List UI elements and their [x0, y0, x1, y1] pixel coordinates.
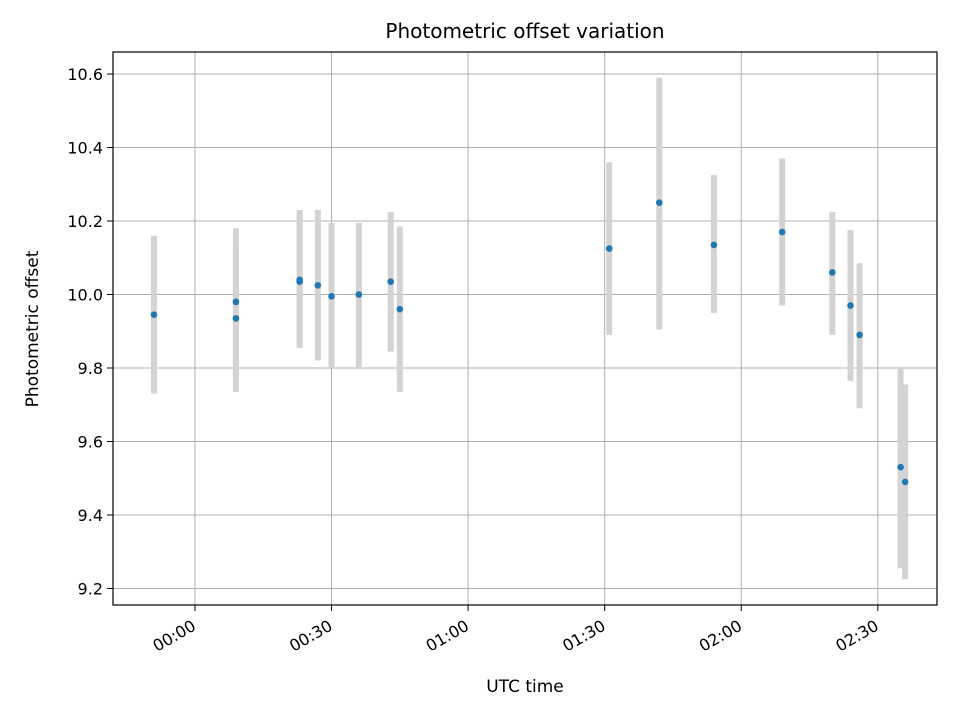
chart-title: Photometric offset variation [385, 19, 664, 43]
data-point [778, 228, 786, 236]
data-point [901, 478, 909, 486]
y-tick-label: 10.0 [67, 286, 103, 305]
data-points [150, 199, 909, 486]
data-point [847, 302, 854, 309]
y-tick-label: 10.6 [67, 65, 103, 84]
data-point [897, 463, 904, 471]
data-point [355, 291, 363, 298]
data-point [232, 315, 240, 322]
data-point [328, 293, 335, 300]
y-axis-ticks: 9.2 9.4 9.6 9.8 10.0 10.2 10.4 10.6 [67, 65, 113, 598]
y-tick-label: 9.6 [78, 432, 103, 451]
y-tick-label: 10.4 [67, 139, 103, 158]
y-tick-label: 9.2 [78, 579, 103, 598]
data-point [314, 282, 322, 289]
x-axis-title: UTC time [486, 677, 564, 697]
data-point [655, 199, 663, 206]
data-point [387, 278, 395, 285]
data-point [856, 331, 863, 339]
data-point [828, 269, 836, 276]
y-tick-label: 10.2 [67, 212, 103, 231]
data-point [396, 305, 404, 313]
data-point [605, 245, 613, 252]
y-tick-label: 9.8 [78, 359, 103, 378]
data-point [296, 276, 303, 284]
data-point [232, 298, 240, 306]
plot-frame [112, 51, 938, 606]
y-axis-title: Photometric offset [23, 250, 43, 407]
data-point [150, 311, 158, 319]
grid-lines [113, 52, 937, 605]
data-point [710, 241, 718, 249]
y-tick-label: 9.4 [78, 506, 103, 525]
